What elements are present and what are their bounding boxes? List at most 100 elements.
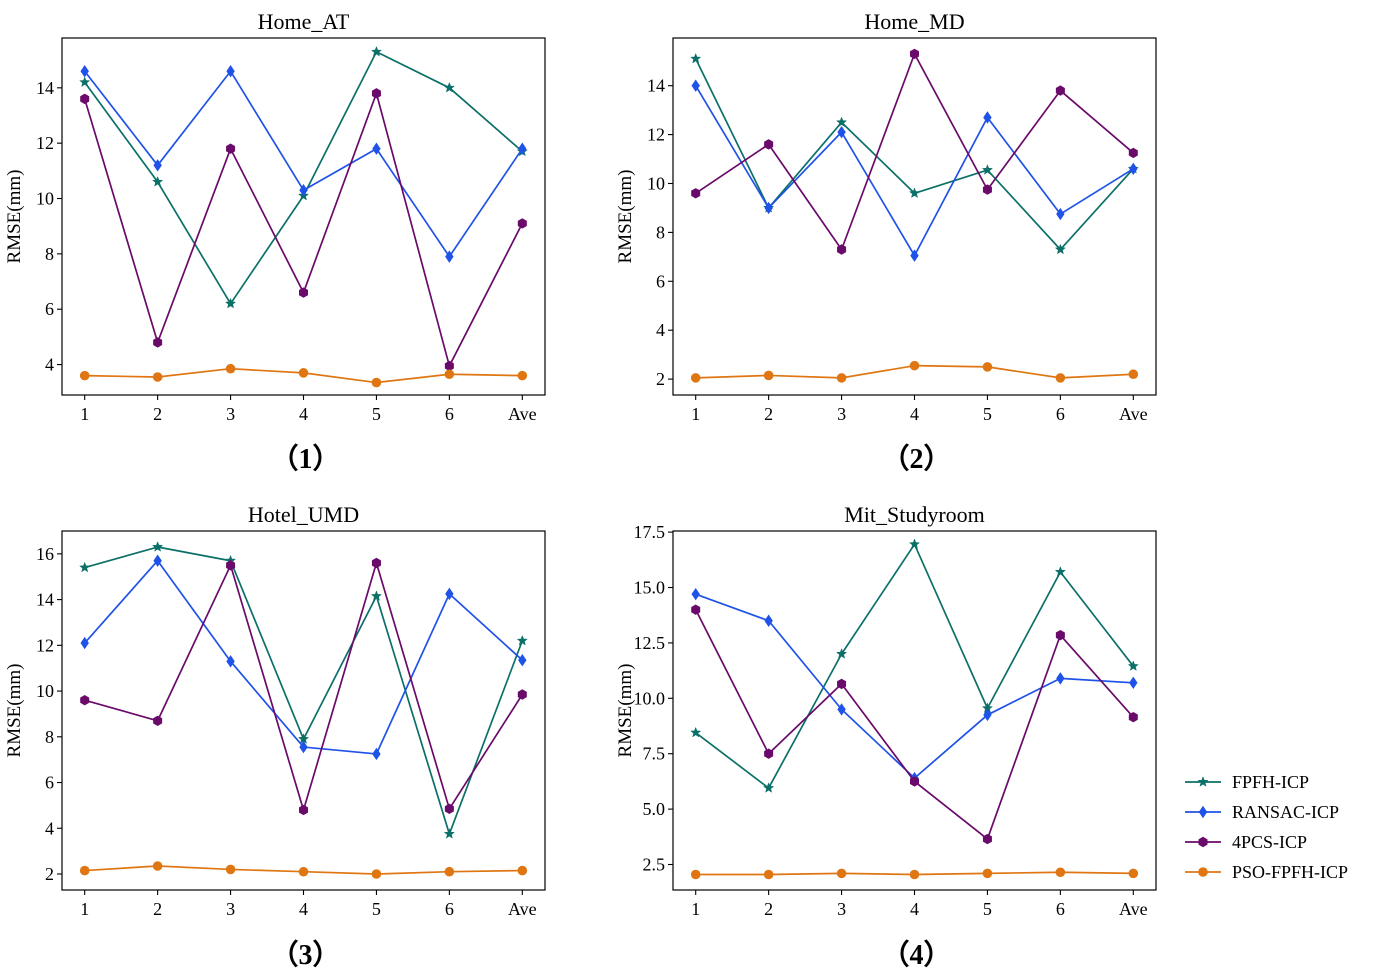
series-4pcs-icp: [80, 557, 527, 816]
plot-area-frame: [672, 37, 1157, 396]
data-point-pso-fpfh-icp: [1055, 867, 1066, 878]
data-point-4pcs-icp: [226, 560, 236, 571]
chart-legend: FPFH-ICP RANSAC-ICP 4PCS-ICP PSO-FPFH-ICP: [1185, 772, 1348, 882]
panel-caption: （4）: [881, 938, 951, 971]
y-tick-label: 6: [656, 271, 665, 291]
data-point-pso-fpfh-icp: [909, 869, 920, 880]
x-tick-label: 2: [764, 404, 773, 424]
legend-item-pso-fpfh-icp: PSO-FPFH-ICP: [1185, 862, 1348, 882]
y-tick-label: 2: [45, 864, 54, 884]
data-point-pso-fpfh-icp: [690, 869, 701, 880]
data-point-ransac-icp: [983, 111, 992, 124]
series-fpfh-icp: [690, 538, 1139, 793]
y-tick-label: 15.0: [634, 578, 666, 598]
data-point-fpfh-icp: [1054, 243, 1066, 255]
data-point-4pcs-icp: [982, 184, 992, 195]
data-point-pso-fpfh-icp: [371, 869, 382, 879]
data-point-fpfh-icp: [443, 828, 455, 839]
data-point-4pcs-icp: [444, 360, 454, 372]
x-tick-label: 2: [764, 899, 773, 919]
x-tick-label: 5: [983, 404, 992, 424]
series-line-ransac-icp: [695, 593, 1134, 779]
data-point-ransac-icp: [1129, 162, 1138, 176]
data-point-4pcs-icp: [910, 48, 919, 60]
y-tick-label: 8: [45, 727, 54, 747]
x-tick-label: 6: [445, 404, 454, 424]
data-point-4pcs-icp: [764, 748, 774, 759]
data-point-ransac-icp: [226, 655, 235, 668]
data-point-ransac-icp: [299, 184, 308, 197]
data-point-fpfh-icp: [79, 561, 91, 573]
y-tick-label: 12: [647, 125, 665, 145]
series-4pcs-icp: [691, 604, 1138, 845]
legend-marker-4pcs-icp: [1198, 836, 1208, 848]
y-tick-label: 2.5: [643, 855, 666, 875]
data-point-pso-fpfh-icp: [1128, 868, 1139, 879]
legend-item-ransac-icp: RANSAC-ICP: [1185, 802, 1339, 822]
y-axis-label: RMSE(mm): [615, 664, 636, 758]
data-point-4pcs-icp: [1128, 147, 1138, 159]
panel-caption: （2）: [881, 442, 951, 475]
chart-panel-4: Mit_StudyroomRMSE(mm)2.55.07.510.012.515…: [615, 502, 1157, 971]
data-point-4pcs-icp: [153, 337, 163, 348]
data-point-4pcs-icp: [837, 678, 847, 690]
y-tick-label: 14: [36, 78, 54, 98]
data-point-pso-fpfh-icp: [1128, 369, 1139, 380]
series-pso-fpfh-icp: [690, 360, 1139, 383]
data-point-pso-fpfh-icp: [763, 370, 774, 381]
data-point-pso-fpfh-icp: [517, 370, 528, 381]
plot-area-frame: [672, 530, 1157, 891]
series-line-fpfh-icp: [84, 546, 524, 835]
data-point-pso-fpfh-icp: [444, 369, 455, 380]
data-point-4pcs-icp: [1055, 629, 1065, 641]
data-point-ransac-icp: [1056, 207, 1065, 221]
data-point-pso-fpfh-icp: [836, 373, 847, 383]
y-tick-label: 5.0: [643, 799, 666, 819]
x-tick-label: 3: [226, 899, 235, 919]
x-tick-label: 6: [445, 899, 454, 919]
data-point-4pcs-icp: [764, 139, 774, 150]
data-point-4pcs-icp: [299, 287, 308, 298]
x-tick-label: 2: [153, 899, 162, 919]
x-tick-label: 3: [837, 404, 846, 424]
y-tick-label: 4: [45, 355, 54, 375]
data-point-ransac-icp: [445, 250, 454, 263]
plot-area-frame: [61, 530, 546, 891]
x-tick-label: Ave: [1119, 404, 1148, 424]
data-point-4pcs-icp: [299, 804, 308, 816]
panel-caption: （1）: [270, 442, 340, 475]
y-tick-label: 4: [45, 818, 54, 838]
x-tick-label: Ave: [508, 899, 537, 919]
y-tick-label: 16: [36, 544, 54, 564]
x-tick-label: 6: [1056, 899, 1065, 919]
data-point-fpfh-icp: [443, 81, 455, 93]
data-point-fpfh-icp: [908, 538, 921, 550]
data-point-ransac-icp: [910, 249, 919, 262]
y-tick-label: 10: [36, 189, 54, 209]
series-4pcs-icp: [80, 88, 527, 372]
data-point-fpfh-icp: [152, 176, 164, 187]
data-point-4pcs-icp: [153, 715, 163, 726]
data-point-pso-fpfh-icp: [79, 865, 90, 876]
legend-item-4pcs-icp: 4PCS-ICP: [1185, 832, 1307, 852]
data-point-pso-fpfh-icp: [298, 368, 309, 378]
legend-marker-pso-fpfh-icp: [1198, 867, 1208, 877]
y-tick-label: 14: [36, 590, 54, 610]
data-point-fpfh-icp: [1054, 566, 1066, 577]
data-point-pso-fpfh-icp: [982, 362, 993, 372]
chart-title: Home_AT: [258, 9, 350, 34]
x-tick-label: 4: [910, 899, 919, 919]
data-point-4pcs-icp: [691, 604, 701, 615]
data-point-fpfh-icp: [690, 52, 702, 64]
panel-caption: （3）: [270, 938, 340, 971]
data-point-4pcs-icp: [517, 689, 527, 700]
data-point-pso-fpfh-icp: [225, 363, 236, 374]
series-ransac-icp: [80, 554, 527, 761]
series-ransac-icp: [80, 65, 527, 263]
y-tick-label: 17.5: [634, 522, 666, 542]
data-point-pso-fpfh-icp: [152, 372, 163, 382]
data-point-ransac-icp: [299, 740, 308, 754]
